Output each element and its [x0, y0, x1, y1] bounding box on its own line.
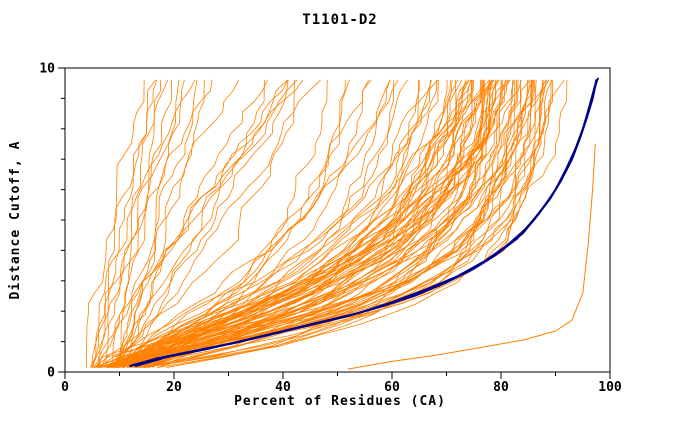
svg-text:40: 40 — [275, 380, 291, 395]
svg-text:0: 0 — [61, 380, 69, 395]
svg-text:10: 10 — [39, 62, 55, 77]
svg-text:0: 0 — [47, 366, 55, 381]
chart-title: T1101-D2 — [302, 12, 378, 28]
svg-text:80: 80 — [493, 380, 509, 395]
x-axis-label: Percent of Residues (CA) — [234, 394, 446, 409]
svg-text:60: 60 — [384, 380, 400, 395]
svg-text:20: 20 — [166, 380, 182, 395]
svg-text:100: 100 — [598, 380, 622, 395]
